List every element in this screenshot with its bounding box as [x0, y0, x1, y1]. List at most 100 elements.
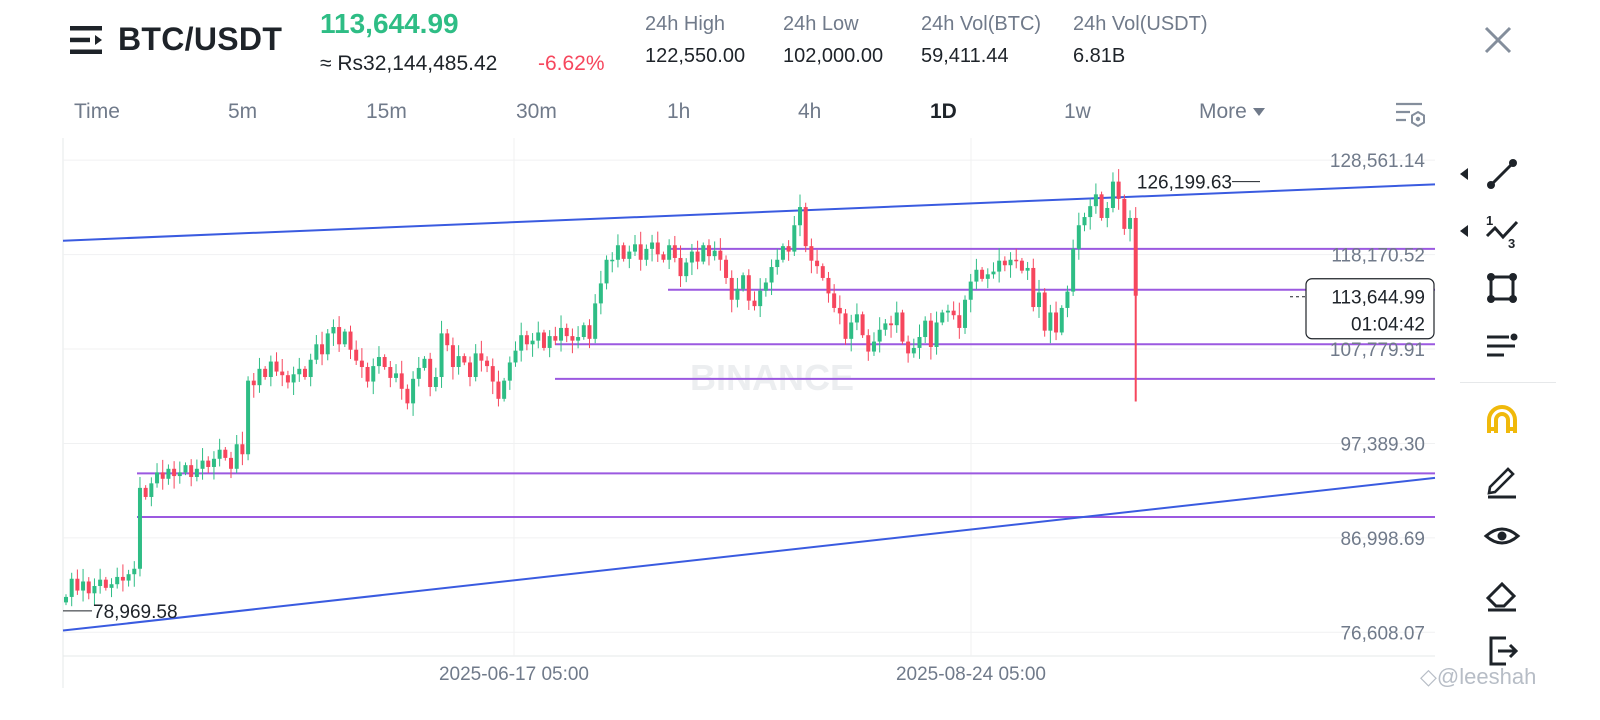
tab-5m[interactable]: 5m [228, 100, 258, 123]
candle-body [894, 312, 899, 326]
tab-15m[interactable]: 15m [366, 100, 407, 123]
candle-body [769, 267, 774, 283]
candle-body [729, 277, 734, 300]
candlestick-chart[interactable]: BINANCE 126,199.63 78,969.58 113,644.99 01:… [0, 138, 1460, 688]
candle-body [792, 225, 797, 252]
expand-left-icon[interactable] [1460, 225, 1468, 237]
x-tick-label: 2025-06-17 05:00 [439, 664, 589, 685]
candle-body [598, 283, 603, 304]
candle-body [917, 337, 922, 348]
candle-body [997, 260, 1002, 272]
candle-body [1054, 312, 1059, 333]
visibility-tool[interactable] [1480, 514, 1524, 558]
exit-drawing-tool[interactable] [1480, 628, 1524, 672]
candle-body [189, 465, 194, 477]
candle-body [741, 275, 746, 289]
tab-1d[interactable]: 1D [930, 100, 957, 123]
candle-body [570, 336, 575, 341]
price-labels: 126,199.63 78,969.58 113,644.99 01:04:42 [63, 173, 1435, 623]
candle-body [684, 262, 689, 277]
text-lines-tool[interactable] [1480, 323, 1524, 367]
candle-body [342, 331, 347, 345]
rectangle-tool[interactable] [1480, 266, 1524, 310]
menu-icon[interactable] [70, 26, 104, 54]
chevron-down-icon [1252, 108, 1265, 117]
candle-body [86, 581, 91, 594]
candle-body [945, 310, 950, 313]
candle-body [627, 251, 632, 259]
candle-body [536, 332, 541, 341]
candle-body [724, 259, 729, 278]
candle-body [490, 366, 495, 382]
candle-body [803, 207, 808, 247]
erase-tool[interactable] [1480, 571, 1524, 615]
close-icon[interactable] [1478, 20, 1518, 60]
candle-body [798, 207, 803, 226]
candle-body [837, 307, 842, 314]
tab-1h[interactable]: 1h [667, 100, 691, 123]
candle-body [974, 269, 979, 282]
candles [64, 169, 1138, 607]
trendline-tool[interactable] [1480, 152, 1524, 196]
svg-text:3: 3 [1508, 236, 1515, 251]
candle-body [843, 313, 848, 339]
candle-body [302, 368, 307, 378]
tab-time[interactable]: Time [74, 100, 120, 123]
candle-body [103, 579, 108, 588]
expand-left-icon[interactable] [1460, 168, 1468, 180]
candle-body [1122, 198, 1127, 229]
x-axis: 2025-06-17 05:00 2025-08-24 05:00 [439, 664, 1046, 685]
candle-body [746, 275, 751, 301]
candle-body [257, 368, 262, 386]
tab-1w[interactable]: 1w [1064, 100, 1091, 123]
candle-body [263, 368, 268, 378]
candle-body [325, 333, 330, 355]
candle-body [752, 300, 757, 307]
candle-body [581, 325, 586, 338]
candle-body [359, 360, 364, 368]
tab-30m[interactable]: 30m [516, 100, 557, 123]
candle-body [735, 288, 740, 300]
candle-body [206, 460, 211, 467]
svg-text:1: 1 [1486, 213, 1493, 228]
candle-body [371, 366, 376, 382]
pair-symbol[interactable]: BTC/USDT [118, 21, 283, 57]
candle-body [928, 320, 933, 348]
candle-body [314, 344, 319, 360]
tab-more[interactable]: More [1199, 100, 1265, 124]
candle-body [416, 367, 421, 379]
candle-body [712, 250, 717, 257]
ticker-header: BTC/USDT 113,644.99 ≈ Rs32,144,485.42 -6… [0, 0, 1600, 90]
candle-body [832, 293, 837, 308]
magnet-tool[interactable] [1480, 400, 1524, 444]
stat-24h-high: 24h High 122,550.00 [645, 13, 745, 68]
candle-body [456, 356, 461, 368]
candle-body [297, 368, 302, 375]
candle-body [211, 458, 216, 467]
candle-body [229, 457, 234, 469]
tab-4h[interactable]: 4h [798, 100, 822, 123]
candle-body [1105, 207, 1110, 218]
candle-body [672, 245, 677, 258]
candle-body [382, 357, 387, 368]
candle-body [1088, 206, 1093, 218]
candle-body [120, 576, 125, 581]
candle-body [98, 579, 103, 587]
candle-body [234, 444, 239, 469]
candle-body [291, 374, 296, 383]
candle-body [530, 340, 535, 345]
stat-24h-vol-usdt: 24h Vol(USDT) 6.81B [1073, 13, 1208, 68]
candle-body [1025, 267, 1030, 271]
min-price-label: 78,969.58 [93, 602, 178, 623]
draw-tool[interactable] [1480, 457, 1524, 501]
candle-body [638, 244, 643, 260]
stat-value: 6.81B [1073, 45, 1126, 67]
candle-body [849, 322, 854, 339]
fibonacci-tool[interactable]: 1 3 [1480, 208, 1524, 252]
rectangle-shape-icon [1487, 273, 1517, 303]
chart-settings-icon[interactable] [1394, 99, 1426, 129]
candle-body [541, 332, 546, 348]
trendline-icon [1487, 159, 1517, 189]
candle-body [951, 310, 956, 316]
candle-body [473, 353, 478, 378]
